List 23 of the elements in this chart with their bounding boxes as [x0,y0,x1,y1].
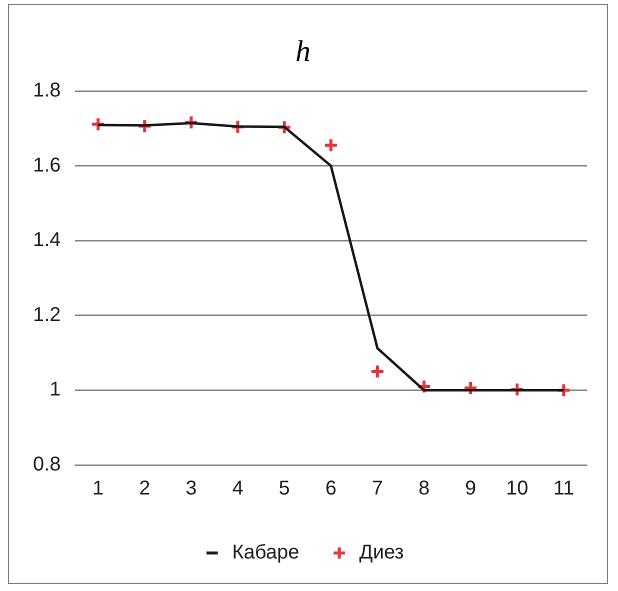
x-tick-label: 2 [139,478,150,500]
y-tick-label: 1.6 [32,154,61,176]
y-tick-label: 1.4 [32,229,61,252]
x-tick-label: 1 [92,478,104,500]
y-tick-label: 1.8 [32,80,61,102]
y-tick-label: 1 [50,378,61,401]
x-tick-label: 6 [325,478,336,500]
x-tick-label: 9 [465,478,476,500]
x-tick-label: 11 [553,478,574,500]
legend-label: Диез [359,542,404,564]
x-tick-label: 7 [372,478,384,500]
point [463,380,478,396]
y-tick-label: 0.8 [32,454,61,476]
y-tick-label: 1.2 [32,304,61,326]
x-tick-label: 5 [278,478,290,500]
legend-label: Кабаре [232,542,300,564]
x-tick-label: 3 [186,478,197,500]
chart-title: h [296,34,310,68]
x-tick-label: 4 [232,478,244,500]
x-tick-label: 8 [418,478,430,500]
point [323,138,338,153]
point [370,364,385,379]
x-tick-label: 10 [506,478,528,500]
